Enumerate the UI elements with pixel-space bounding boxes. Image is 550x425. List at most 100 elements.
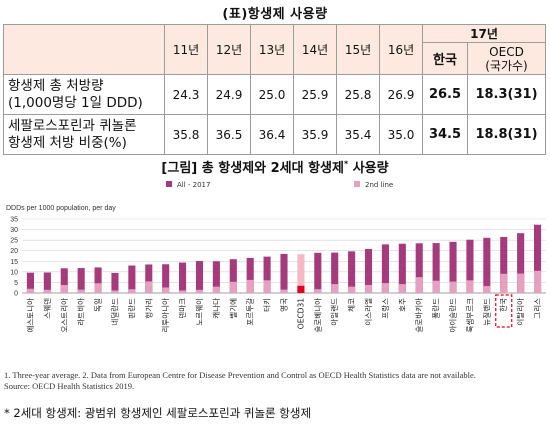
bar-second-line: [60, 284, 68, 293]
table-cell: 25.8: [336, 74, 380, 115]
y-tick-label: 5: [14, 280, 18, 287]
row-label-line: (1,000명당 1일 DDD): [8, 94, 143, 111]
x-tick-label: 룩셈부르크: [465, 298, 474, 333]
y-tick-label: 35: [10, 217, 18, 224]
oecd-header: OECD (국가수): [467, 42, 546, 75]
bar-all: [297, 254, 305, 293]
table-cell: 24.3: [164, 74, 208, 115]
bar-second-line: [364, 284, 373, 293]
x-tick-label: 슬로바키아: [414, 298, 424, 333]
bar-all: [331, 252, 339, 293]
bar-second-line: [111, 290, 119, 293]
footnote: * 2세대 항생제: 광범위 항생제인 세팔로스포린과 퀴놀론 항생제: [4, 406, 312, 420]
bar-second-line: [449, 281, 457, 293]
bar-second-line: [26, 288, 35, 293]
table-title: (표)항생제 사용량: [222, 7, 328, 22]
table-cell: 36.4: [250, 114, 294, 155]
table-cell: 24.9: [207, 74, 251, 115]
bar-all: [229, 259, 237, 293]
y-tick-label: 20: [10, 248, 18, 255]
bar-second-line: [162, 287, 170, 293]
year-header: 13년: [250, 24, 294, 75]
table-cell: 36.5: [207, 114, 251, 155]
x-tick-label: 헝가리: [144, 298, 153, 319]
bar-all: [162, 264, 170, 293]
year-header: 11년: [164, 24, 208, 75]
x-tick-label: 아일랜드: [329, 298, 339, 326]
bar-second-line: [500, 273, 508, 293]
bar-second-line: [263, 280, 271, 293]
bar-all: [179, 262, 187, 293]
x-tick-label: 에스토니아: [25, 298, 35, 333]
x-tick-label: OECD31: [296, 298, 305, 329]
x-tick-label: 이스라엘: [363, 298, 373, 326]
bar-second-line: [398, 284, 406, 293]
x-tick-label: 노르웨이: [194, 298, 204, 326]
stats-table: 11년 12년 13년 14년 15년 16년 17년 한국 OECD (국가수…: [3, 24, 546, 155]
x-tick-label: 라트비아: [76, 298, 86, 326]
legend-label-second: 2nd line: [365, 181, 393, 189]
x-tick-label: 체코: [346, 298, 356, 312]
table-cell-korea: 34.5: [422, 114, 468, 155]
table-cell: 35.9: [293, 114, 337, 155]
bar-all: [60, 268, 68, 293]
x-tick-label: 프랑스: [381, 298, 390, 319]
table-cell: 35.0: [379, 114, 423, 155]
bar-all: [246, 257, 254, 293]
x-tick-label: 한국: [499, 298, 508, 312]
bar-all: [517, 233, 525, 293]
x-tick-label: 스웨덴: [43, 298, 52, 319]
legend-label-all: All - 2017: [177, 181, 210, 189]
x-tick-label: 오스트리아: [59, 298, 69, 333]
bar-all: [466, 239, 474, 293]
table-cell-oecd: 18.3(31): [467, 74, 546, 115]
x-tick-label: 벨기에: [229, 298, 238, 319]
table-cell: 25.0: [250, 74, 294, 115]
figure-title-suffix: 사용량: [348, 161, 389, 176]
year-header: 16년: [379, 24, 423, 75]
highlight-box: [495, 294, 513, 328]
bar-second-line: [212, 286, 220, 293]
y-tick-label: 30: [10, 227, 18, 234]
bar-second-line: [77, 289, 85, 293]
bar-all: [280, 253, 288, 293]
legend-swatch-all: [166, 181, 172, 187]
bar-all: [398, 243, 406, 293]
table-cell-oecd: 18.8(31): [467, 114, 546, 155]
row-label: 항생제 총 처방량 (1,000명당 1일 DDD): [3, 74, 165, 115]
table-cell: 25.9: [293, 74, 337, 115]
row-label-line: 세팔로스포린과 퀴놀론: [8, 117, 137, 134]
bar-second-line: [145, 281, 153, 293]
bar-all: [314, 252, 322, 293]
bar-all: [500, 236, 508, 293]
bar-second-line: [280, 289, 288, 293]
bar-all: [145, 264, 153, 293]
antibiotic-bar-chart: All - 2017 2nd line DDDs per 1000 populati…: [6, 181, 546, 333]
bar-all: [77, 268, 85, 293]
bar-second-line: [43, 289, 51, 293]
table-cell: 35.8: [164, 114, 208, 155]
x-tick-label: 이탈리아: [515, 298, 525, 326]
x-tick-label: 독일: [94, 298, 103, 312]
bar-second-line: [466, 280, 474, 293]
bar-second-line: [297, 285, 305, 293]
bar-all: [263, 256, 271, 293]
table-row: 세팔로스포린과 퀴놀론 항생제 처방 비중(%) 35.8 36.5 36.4 …: [3, 114, 546, 155]
year-group-header: 17년: [422, 24, 546, 43]
bar-second-line: [432, 280, 440, 293]
bar-all: [128, 265, 136, 293]
bar-second-line: [195, 289, 204, 293]
bar-second-line: [229, 281, 237, 293]
bar-second-line: [348, 286, 356, 293]
bar-all: [111, 272, 119, 293]
bar-all: [533, 224, 542, 293]
bar-second-line: [314, 289, 322, 293]
bar-all: [348, 251, 356, 293]
table-cell-korea: 26.5: [422, 74, 468, 115]
table-cell: 26.9: [379, 74, 423, 115]
year-header: 14년: [293, 24, 337, 75]
figure-title-mark: *: [343, 159, 349, 169]
row-label: 세팔로스포린과 퀴놀론 항생제 처방 비중(%): [3, 114, 165, 155]
year-header: 15년: [336, 24, 380, 75]
year-header: 12년: [207, 24, 251, 75]
